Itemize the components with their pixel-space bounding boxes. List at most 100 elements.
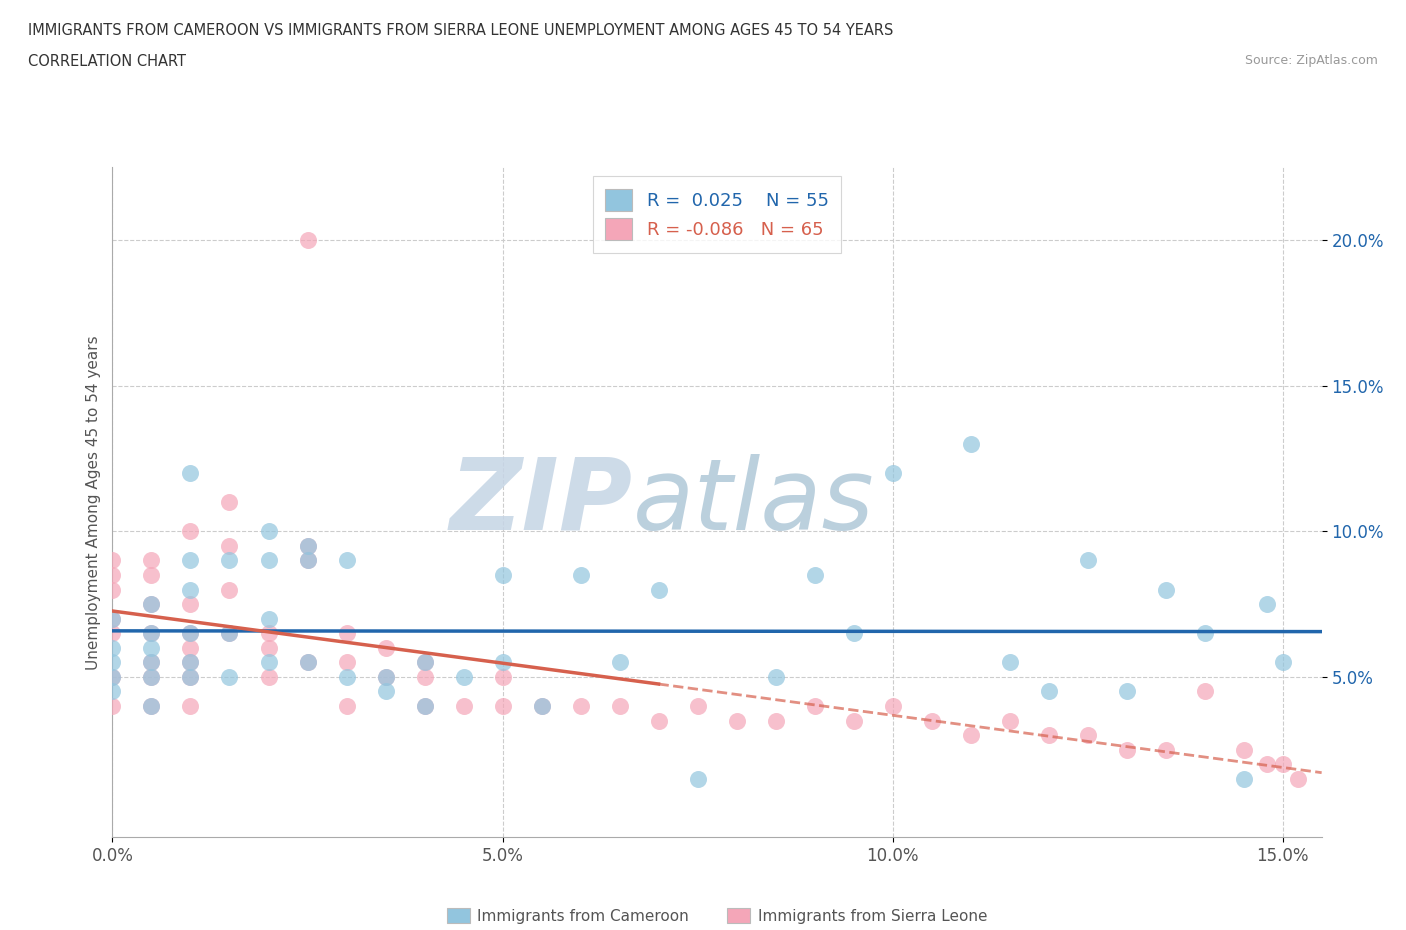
Point bbox=[413, 655, 436, 670]
Point bbox=[647, 582, 669, 597]
Point bbox=[921, 713, 943, 728]
Point bbox=[101, 567, 124, 582]
Point bbox=[257, 524, 280, 538]
Point bbox=[1256, 597, 1278, 612]
Point bbox=[335, 670, 357, 684]
Point bbox=[141, 553, 163, 568]
Point bbox=[297, 655, 319, 670]
Point bbox=[609, 698, 631, 713]
Point bbox=[179, 626, 201, 641]
Point bbox=[491, 670, 513, 684]
Point bbox=[569, 698, 592, 713]
Point bbox=[141, 655, 163, 670]
Point bbox=[179, 626, 201, 641]
Point bbox=[179, 655, 201, 670]
Point bbox=[374, 684, 396, 698]
Point bbox=[179, 553, 201, 568]
Point bbox=[101, 611, 124, 626]
Point bbox=[1038, 684, 1060, 698]
Point bbox=[101, 698, 124, 713]
Point bbox=[1115, 742, 1137, 757]
Point bbox=[1271, 757, 1294, 772]
Point bbox=[141, 698, 163, 713]
Point bbox=[725, 713, 748, 728]
Point bbox=[803, 567, 825, 582]
Point bbox=[257, 641, 280, 656]
Point bbox=[1286, 771, 1309, 786]
Point bbox=[609, 655, 631, 670]
Point bbox=[257, 670, 280, 684]
Text: CORRELATION CHART: CORRELATION CHART bbox=[28, 54, 186, 69]
Point bbox=[686, 771, 709, 786]
Point bbox=[413, 670, 436, 684]
Point bbox=[218, 626, 240, 641]
Text: Source: ZipAtlas.com: Source: ZipAtlas.com bbox=[1244, 54, 1378, 67]
Y-axis label: Unemployment Among Ages 45 to 54 years: Unemployment Among Ages 45 to 54 years bbox=[86, 335, 101, 670]
Point bbox=[491, 567, 513, 582]
Point bbox=[179, 582, 201, 597]
Point bbox=[842, 626, 865, 641]
Point bbox=[491, 698, 513, 713]
Point bbox=[297, 538, 319, 553]
Point bbox=[257, 626, 280, 641]
Point bbox=[530, 698, 553, 713]
Point bbox=[257, 611, 280, 626]
Point bbox=[218, 626, 240, 641]
Point bbox=[1194, 684, 1216, 698]
Point bbox=[101, 655, 124, 670]
Point bbox=[335, 553, 357, 568]
Point bbox=[101, 626, 124, 641]
Text: ZIP: ZIP bbox=[450, 454, 633, 551]
Point bbox=[179, 655, 201, 670]
Point bbox=[765, 713, 787, 728]
Point bbox=[569, 567, 592, 582]
Point bbox=[101, 611, 124, 626]
Point bbox=[179, 698, 201, 713]
Point bbox=[1115, 684, 1137, 698]
Point bbox=[179, 670, 201, 684]
Point bbox=[257, 655, 280, 670]
Point bbox=[218, 553, 240, 568]
Point bbox=[1077, 727, 1099, 742]
Point bbox=[882, 466, 904, 481]
Point bbox=[1233, 771, 1256, 786]
Point bbox=[1077, 553, 1099, 568]
Point bbox=[297, 232, 319, 247]
Point bbox=[179, 524, 201, 538]
Point bbox=[101, 670, 124, 684]
Point bbox=[1154, 582, 1177, 597]
Point bbox=[141, 597, 163, 612]
Point bbox=[101, 641, 124, 656]
Point bbox=[218, 582, 240, 597]
Point bbox=[413, 655, 436, 670]
Point bbox=[101, 670, 124, 684]
Point bbox=[141, 626, 163, 641]
Point bbox=[179, 670, 201, 684]
Point bbox=[141, 655, 163, 670]
Point bbox=[491, 655, 513, 670]
Point bbox=[297, 553, 319, 568]
Point bbox=[141, 567, 163, 582]
Point bbox=[998, 713, 1021, 728]
Point bbox=[297, 538, 319, 553]
Point bbox=[374, 670, 396, 684]
Point bbox=[1233, 742, 1256, 757]
Point bbox=[335, 698, 357, 713]
Point bbox=[1038, 727, 1060, 742]
Point bbox=[453, 670, 475, 684]
Point bbox=[218, 670, 240, 684]
Point bbox=[141, 597, 163, 612]
Point bbox=[647, 713, 669, 728]
Point bbox=[959, 727, 981, 742]
Point bbox=[998, 655, 1021, 670]
Point bbox=[882, 698, 904, 713]
Point bbox=[413, 698, 436, 713]
Point bbox=[374, 641, 396, 656]
Point bbox=[297, 655, 319, 670]
Point bbox=[179, 641, 201, 656]
Point bbox=[141, 698, 163, 713]
Point bbox=[803, 698, 825, 713]
Point bbox=[141, 670, 163, 684]
Point bbox=[1256, 757, 1278, 772]
Point bbox=[1194, 626, 1216, 641]
